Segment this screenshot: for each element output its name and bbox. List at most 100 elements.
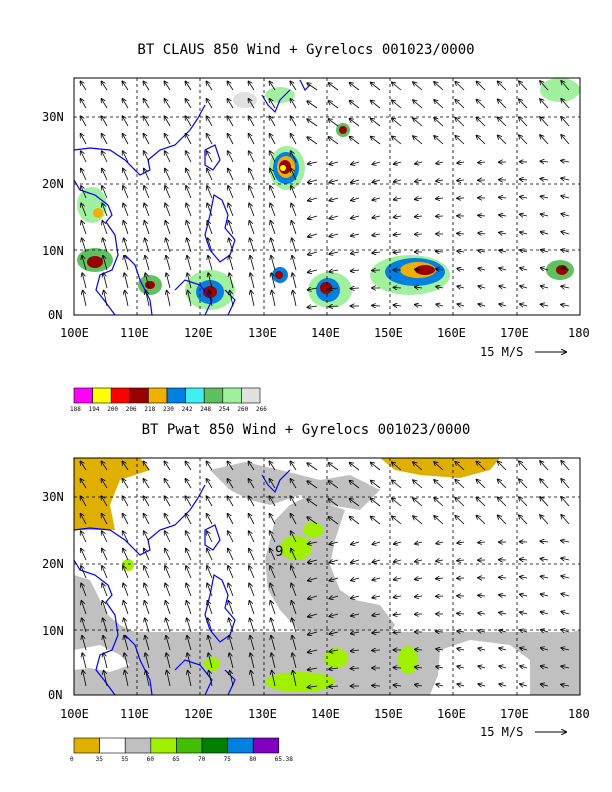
- wind-vector: [308, 162, 318, 164]
- wind-vector: [415, 542, 423, 544]
- colorbar-swatch: [252, 737, 280, 754]
- wind-vector: [228, 566, 234, 579]
- colorbar-label: 0: [70, 756, 74, 763]
- wind-vector: [561, 304, 570, 306]
- wind-vector: [541, 684, 549, 686]
- wind-vector: [434, 480, 444, 489]
- wind-vector: [122, 461, 129, 471]
- wind-vector: [308, 234, 318, 237]
- wind-vector: [561, 558, 570, 560]
- wind-vector: [540, 99, 549, 109]
- wind-vector: [498, 99, 507, 109]
- panel1-wind-vectors: [80, 81, 570, 308]
- colorbar-label: 65: [172, 756, 180, 763]
- wind-vector: [206, 99, 213, 109]
- wind-vector: [271, 618, 276, 633]
- wind-vector: [561, 630, 570, 632]
- wind-vector: [457, 233, 465, 234]
- wind-vector: [165, 514, 171, 525]
- wind-vector: [102, 514, 108, 525]
- wind-vector: [499, 286, 507, 288]
- wind-vector: [122, 81, 129, 91]
- wind-vector: [392, 498, 402, 507]
- colorbar-label: 260: [237, 406, 248, 413]
- wind-vector: [540, 461, 549, 471]
- wind-vector: [520, 594, 528, 596]
- wind-vector: [349, 137, 360, 145]
- colorbar-swatch: [124, 737, 152, 754]
- wind-vector: [308, 198, 318, 201]
- wind-vector: [250, 273, 255, 289]
- wind-vector: [269, 479, 276, 489]
- wind-vector: [165, 531, 171, 543]
- wind-vector: [476, 82, 486, 91]
- wind-vector: [291, 221, 297, 235]
- wind-vector: [308, 578, 318, 581]
- wind-vector: [457, 542, 465, 543]
- wind-vector: [164, 496, 171, 507]
- wind-vector: [520, 214, 528, 216]
- wind-vector: [455, 136, 465, 145]
- panel1-xlabel: 120E: [184, 326, 213, 340]
- wind-vector: [308, 596, 318, 599]
- wind-vector: [249, 221, 255, 235]
- wind-vector: [349, 463, 360, 471]
- wind-vector: [250, 618, 255, 633]
- wind-vector: [520, 666, 528, 668]
- wind-vector: [269, 461, 276, 471]
- wind-vector: [308, 216, 318, 219]
- panel2-xlabel: 100E: [60, 707, 89, 721]
- wind-vector: [102, 169, 108, 181]
- wind-vector: [372, 614, 381, 616]
- wind-vector: [478, 233, 486, 234]
- wind-vector: [80, 99, 87, 109]
- colorbar-swatch: [227, 737, 254, 754]
- wind-vector: [393, 287, 402, 288]
- wind-vector: [520, 250, 528, 252]
- wind-vector: [230, 291, 234, 307]
- wind-vector: [351, 560, 360, 563]
- wind-vector: [292, 256, 297, 271]
- wind-vector: [101, 496, 108, 507]
- wind-vector: [540, 559, 549, 560]
- wind-vector: [271, 256, 276, 271]
- wind-vector: [164, 479, 171, 489]
- wind-vector: [228, 169, 234, 181]
- wind-vector: [436, 631, 444, 632]
- wind-vector: [248, 99, 255, 109]
- wind-vector: [186, 601, 192, 615]
- wind-vector: [457, 180, 465, 181]
- wind-vector: [436, 180, 444, 181]
- wind-vector: [476, 136, 486, 145]
- wind-vector: [227, 116, 234, 127]
- panel2-grid: [74, 458, 580, 695]
- wind-vector: [394, 198, 402, 200]
- wind-vector: [248, 479, 255, 489]
- wind-vector: [186, 549, 192, 561]
- wind-vector: [144, 549, 150, 561]
- wind-vector: [292, 273, 297, 289]
- wind-vector: [308, 180, 318, 182]
- wind-vector: [478, 684, 486, 686]
- panel1-xlabel: 160E: [437, 326, 466, 340]
- wind-vector: [541, 286, 549, 288]
- panel1-title: BT CLAUS 850 Wind + Gyrelocs 001023/0000: [137, 42, 475, 58]
- wind-vector: [520, 684, 528, 686]
- wind-vector: [271, 273, 276, 289]
- wind-vector: [434, 82, 444, 91]
- wind-vector: [122, 116, 129, 127]
- wind-vector: [561, 648, 570, 650]
- wind-vector: [82, 256, 87, 271]
- wind-vector: [102, 601, 108, 615]
- wind-vector: [561, 161, 570, 162]
- wind-vector: [561, 479, 570, 489]
- wind-vector: [292, 636, 297, 651]
- wind-vector: [413, 480, 423, 489]
- wind-vector: [81, 221, 87, 235]
- wind-vector: [455, 100, 465, 109]
- wind-vector: [329, 578, 339, 581]
- wind-vector: [123, 203, 129, 217]
- wind-vector: [248, 461, 255, 471]
- wind-vector: [308, 542, 318, 544]
- gyre-marker: 9: [275, 544, 283, 560]
